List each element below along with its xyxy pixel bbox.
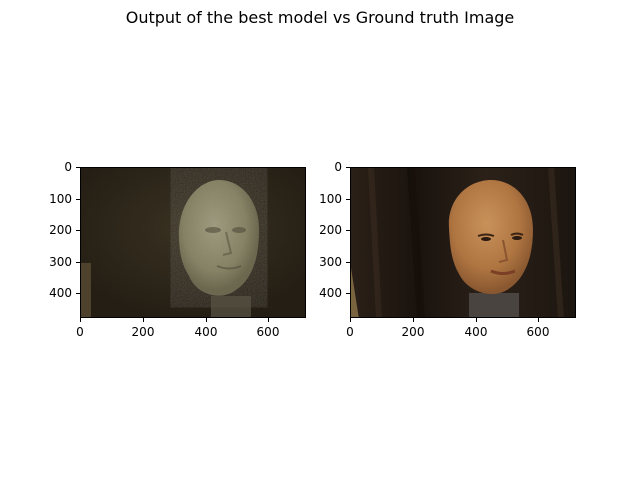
ground-truth-image-graphic	[351, 168, 575, 317]
truth-xtick: 400	[464, 325, 488, 339]
truth-ytick: 400	[319, 286, 342, 300]
output-ytick: 200	[49, 223, 72, 237]
output-image-graphic	[81, 168, 305, 317]
ground-truth-image	[350, 167, 576, 318]
figure-title: Output of the best model vs Ground truth…	[125, 8, 515, 27]
output-ytick: 300	[49, 255, 72, 269]
output-image	[80, 167, 306, 318]
truth-xtick: 200	[401, 325, 425, 339]
truth-ytick: 0	[334, 160, 342, 174]
output-ytick: 400	[49, 286, 72, 300]
truth-ytick: 300	[319, 255, 342, 269]
truth-xtick: 0	[346, 325, 354, 339]
truth-ytick: 100	[319, 192, 342, 206]
output-xtick: 0	[76, 325, 84, 339]
output-xtick: 600	[256, 325, 280, 339]
output-xtick: 400	[194, 325, 218, 339]
output-ytick: 0	[64, 160, 72, 174]
output-xtick: 200	[131, 325, 155, 339]
truth-ytick: 200	[319, 223, 342, 237]
truth-xtick: 600	[526, 325, 550, 339]
output-ytick: 100	[49, 192, 72, 206]
